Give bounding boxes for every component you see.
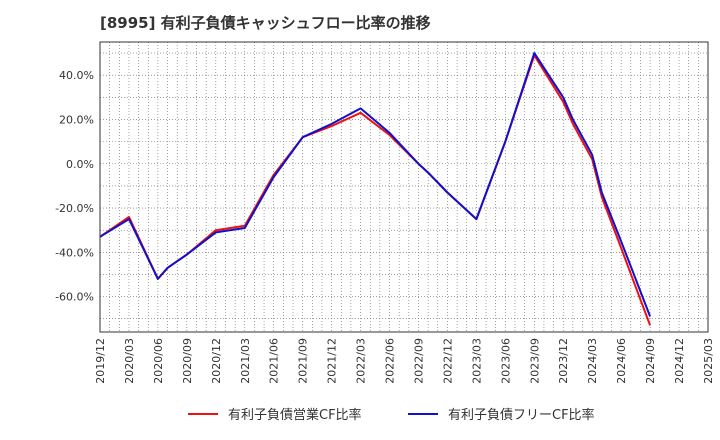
series-layer: [99, 52, 652, 326]
y-tick-label: 0.0%: [66, 158, 94, 171]
x-tick-label: 2020/06: [152, 338, 165, 384]
x-tick-label: 2019/12: [94, 338, 107, 384]
plot-frame: [99, 41, 709, 333]
x-tick-label: 2023/09: [528, 338, 541, 384]
x-tick-label: 2024/12: [673, 338, 686, 384]
x-tick-label: 2020/09: [181, 338, 194, 384]
y-tick-label: -40.0%: [55, 246, 94, 259]
legend-item-free-cf: 有利子負債フリーCF比率: [408, 404, 595, 423]
grid-layer: [99, 42, 709, 332]
x-tick-label: 2021/12: [326, 338, 339, 384]
x-tick-label: 2024/03: [586, 338, 599, 384]
x-tick-label: 2023/06: [499, 338, 512, 384]
legend-item-operating-cf: 有利子負債営業CF比率: [188, 404, 362, 423]
series-line-1: [99, 54, 652, 326]
x-tick-label: 2020/12: [210, 338, 223, 384]
legend-label: 有利子負債営業CF比率: [228, 408, 362, 423]
x-tick-label: 2021/06: [268, 338, 281, 384]
legend-swatch-red: [188, 412, 218, 415]
x-tick-label: 2021/03: [239, 338, 252, 384]
x-tick-label: 2022/12: [441, 338, 454, 384]
y-tick-label: -20.0%: [55, 202, 94, 215]
x-tick-label: 2022/06: [384, 338, 397, 384]
y-tick-label: -60.0%: [55, 291, 94, 304]
x-tick-label: 2024/06: [615, 338, 628, 384]
x-tick-label: 2022/03: [355, 338, 368, 384]
x-tick-label: 2020/03: [123, 338, 136, 384]
x-tick-label: 2025/03: [702, 338, 715, 384]
x-tick-label: 2023/12: [557, 338, 570, 384]
x-tick-label: 2023/03: [470, 338, 483, 384]
chart-title: [8995] 有利子負債キャッシュフロー比率の推移: [100, 14, 431, 32]
x-tick-label: 2021/09: [297, 338, 310, 384]
x-tick-label: 2022/09: [412, 338, 425, 384]
y-tick-label: 40.0%: [59, 69, 94, 82]
legend: 有利子負債営業CF比率 有利子負債フリーCF比率: [0, 404, 720, 428]
x-tick-label: 2024/09: [644, 338, 657, 384]
axis-layer: 40.0% 20.0% 0.0% -20.0% -40.0% -60.0% 2019/12 2…: [55, 41, 715, 384]
series-line-2: [99, 52, 652, 317]
y-tick-label: 20.0%: [59, 113, 94, 126]
legend-label: 有利子負債フリーCF比率: [448, 408, 595, 423]
legend-swatch-blue: [408, 412, 438, 415]
